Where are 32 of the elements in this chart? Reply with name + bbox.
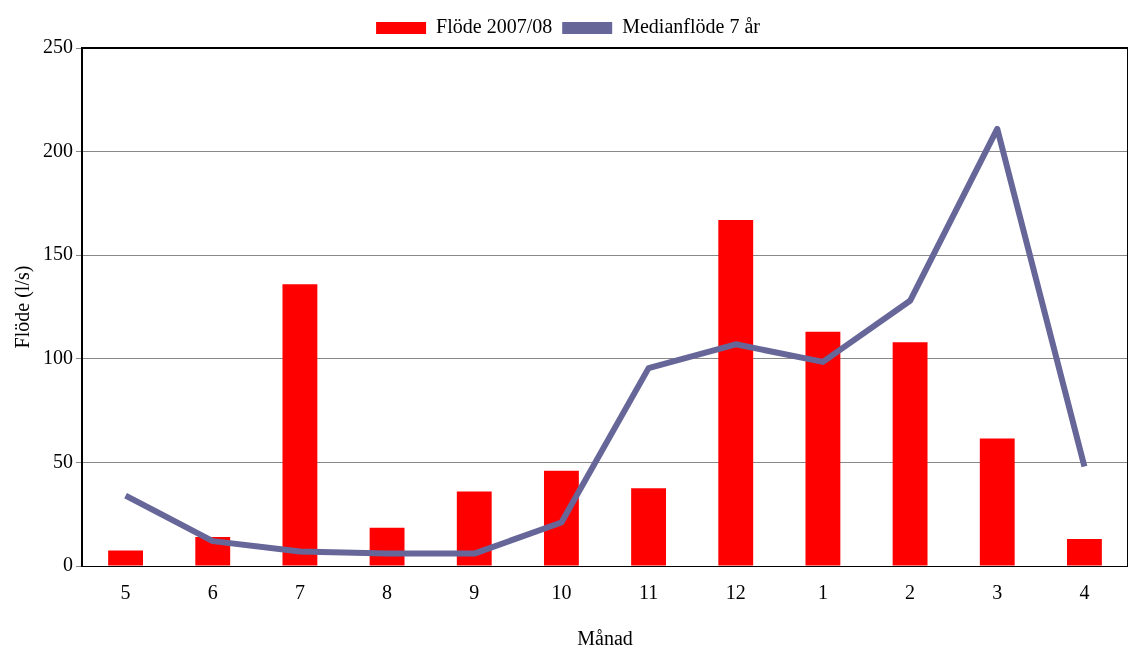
bar bbox=[631, 488, 667, 566]
x-tick-label: 6 bbox=[207, 581, 218, 604]
bar bbox=[718, 219, 754, 566]
legend-label: Medianflöde 7 år bbox=[622, 15, 761, 38]
x-tick-label: 11 bbox=[638, 581, 659, 604]
x-axis-title: Månad bbox=[577, 627, 633, 650]
x-tick-label: 2 bbox=[905, 581, 916, 604]
x-tick-label: 4 bbox=[1079, 581, 1090, 604]
bar bbox=[282, 284, 318, 566]
x-tick-label: 3 bbox=[992, 581, 1003, 604]
y-tick-label: 0 bbox=[63, 553, 73, 576]
legend-label: Flöde 2007/08 bbox=[436, 15, 553, 38]
bar bbox=[979, 438, 1015, 566]
bar bbox=[543, 470, 579, 566]
y-tick-label: 200 bbox=[43, 138, 73, 161]
x-tick-label: 5 bbox=[120, 581, 131, 604]
bar bbox=[892, 342, 928, 566]
y-tick-label: 250 bbox=[43, 35, 73, 58]
bar bbox=[1066, 539, 1102, 566]
bar bbox=[108, 550, 144, 566]
x-tick-label: 8 bbox=[382, 581, 393, 604]
x-tick-label: 7 bbox=[294, 581, 305, 604]
y-tick-label: 150 bbox=[43, 242, 73, 265]
y-tick-label: 50 bbox=[53, 449, 73, 472]
bar bbox=[805, 331, 841, 566]
x-tick-label: 12 bbox=[725, 581, 746, 604]
x-tick-label: 1 bbox=[817, 581, 828, 604]
y-tick-label: 100 bbox=[43, 346, 73, 369]
x-tick-label: 9 bbox=[469, 581, 480, 604]
y-axis-title: Flöde (l/s) bbox=[11, 265, 35, 349]
x-tick-label: 10 bbox=[551, 581, 572, 604]
bar bbox=[456, 491, 492, 566]
